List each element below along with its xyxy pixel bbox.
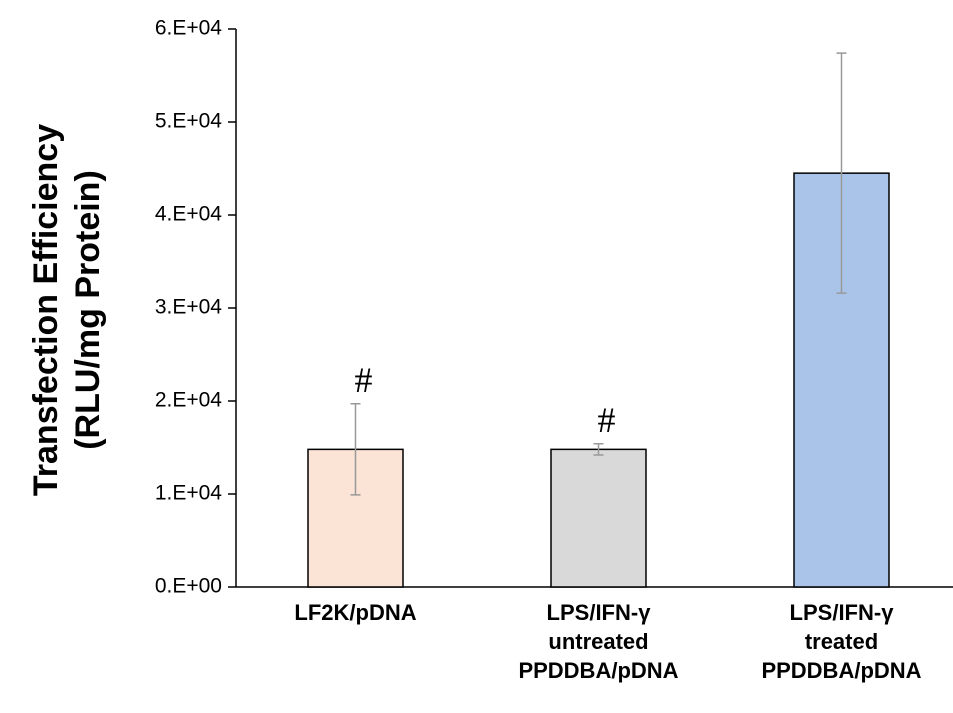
bar: [550, 448, 647, 588]
y-axis-title-line: Transfection Efficiency: [27, 124, 65, 496]
x-tick-label: treated: [805, 629, 878, 654]
x-tick-label: LPS/IFN-γ: [790, 600, 895, 625]
x-tick-label: PPDDBA/pDNA: [518, 658, 678, 683]
y-tick-label: 2.E+04: [155, 389, 222, 412]
y-axis-title: Transfection Efficiency (RLU/mg Protein): [27, 124, 107, 496]
y-tick-label: 3.E+04: [155, 296, 222, 319]
error-bar: [350, 403, 361, 496]
x-tick-label: LF2K/pDNA: [294, 600, 416, 625]
error-bar: [836, 52, 847, 294]
y-axis-title-line: (RLU/mg Protein): [69, 170, 107, 450]
x-tick-label: PPDDBA/pDNA: [761, 658, 921, 683]
y-tick-label: 6.E+04: [155, 17, 222, 40]
y-tick-label: 1.E+04: [155, 482, 222, 505]
x-tick-label: LPS/IFN-γ: [547, 600, 652, 625]
y-tick-label: 5.E+04: [155, 110, 222, 133]
annotation: #: [355, 360, 373, 400]
y-tick-label: 0.E+00: [155, 575, 222, 598]
error-bar: [593, 443, 604, 456]
y-tick-label: 4.E+04: [155, 203, 222, 226]
annotation: #: [598, 400, 616, 440]
x-tick-label: untreated: [548, 629, 648, 654]
